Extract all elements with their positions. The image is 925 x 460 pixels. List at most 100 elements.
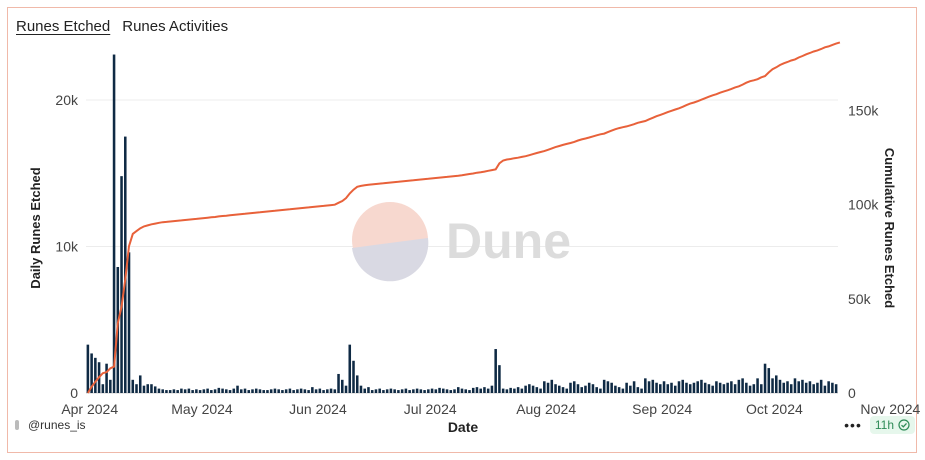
daily-bar (438, 387, 441, 393)
daily-bar (202, 389, 206, 393)
daily-bar (138, 375, 142, 393)
daily-bar (217, 387, 221, 393)
daily-bar (767, 368, 771, 393)
daily-bar (258, 389, 262, 393)
tab-runes-activities[interactable]: Runes Activities (122, 18, 229, 35)
daily-bar (318, 388, 322, 393)
daily-bar (591, 384, 595, 393)
creator-handle[interactable]: @runes_is (28, 418, 86, 432)
y-left-axis-title: Daily Runes Etched (28, 167, 43, 288)
daily-bar (498, 365, 501, 393)
daily-bar (741, 378, 744, 393)
daily-bar (326, 389, 329, 393)
daily-bar (546, 382, 550, 393)
daily-bar (606, 381, 610, 393)
daily-bar (662, 381, 666, 393)
daily-bar (367, 387, 370, 393)
daily-bar (393, 389, 396, 393)
daily-bar (94, 357, 97, 393)
daily-bar (812, 384, 815, 393)
daily-bar (430, 388, 434, 393)
daily-bar (685, 382, 688, 393)
x-tick-label: May 2024 (171, 401, 233, 417)
daily-bar (135, 384, 138, 393)
daily-bar (124, 136, 127, 393)
daily-bar (296, 389, 299, 393)
daily-bar (782, 382, 786, 393)
daily-bar (187, 388, 191, 393)
daily-bar (778, 379, 782, 393)
daily-bar (251, 389, 254, 393)
daily-bar (475, 387, 479, 393)
daily-bar (269, 389, 273, 393)
daily-bar (183, 389, 187, 393)
y-left-tick-label: 20k (55, 92, 79, 108)
daily-bar (834, 384, 838, 393)
daily-bar (434, 389, 438, 393)
daily-bar (198, 390, 202, 393)
daily-bar (774, 375, 778, 393)
daily-bar (445, 389, 449, 393)
daily-bar (277, 389, 280, 393)
daily-bar (677, 381, 681, 393)
daily-bar (206, 388, 209, 393)
daily-bar (550, 379, 554, 393)
daily-bar (793, 378, 797, 393)
more-options-icon[interactable]: ••• (844, 417, 862, 433)
daily-bar (288, 388, 292, 393)
daily-bar (86, 344, 90, 393)
daily-bar (400, 389, 404, 393)
daily-bar (311, 387, 314, 393)
daily-bar (142, 385, 146, 393)
daily-bar (655, 382, 658, 393)
daily-bar (344, 385, 348, 393)
daily-bar (172, 389, 176, 393)
daily-bar (292, 390, 295, 393)
daily-bar (254, 388, 258, 393)
daily-bar (673, 385, 677, 393)
y-right-tick-label: 50k (848, 291, 872, 307)
daily-bar (718, 382, 722, 393)
daily-bar (464, 389, 468, 393)
daily-bar (681, 379, 685, 393)
daily-bar (333, 389, 337, 393)
daily-bar (528, 384, 531, 393)
y-left-tick-label: 10k (55, 238, 79, 254)
daily-bar (827, 381, 830, 393)
daily-bar (404, 388, 408, 393)
daily-bar (786, 381, 789, 393)
daily-bar (692, 382, 696, 393)
daily-bar (819, 379, 823, 393)
daily-bar (513, 388, 516, 393)
x-tick-label: Oct 2024 (746, 401, 803, 417)
daily-bar (722, 384, 726, 393)
daily-bar (602, 379, 606, 393)
daily-bar (670, 382, 673, 393)
freshness-badge[interactable]: 11h (869, 416, 915, 434)
daily-bar (195, 389, 198, 393)
daily-bar (90, 353, 93, 393)
daily-bar (688, 384, 692, 393)
daily-bar (131, 379, 135, 393)
daily-bar (558, 385, 561, 393)
daily-bar (804, 382, 808, 393)
daily-bar (509, 387, 512, 393)
tab-runes-etched[interactable]: Runes Etched (16, 18, 111, 35)
daily-bar (666, 384, 670, 393)
daily-bar (378, 388, 381, 393)
x-tick-label: Jul 2024 (404, 401, 457, 417)
daily-bar (161, 389, 164, 393)
daily-bar (524, 385, 527, 393)
daily-bar (105, 363, 108, 393)
daily-bar (168, 390, 172, 393)
daily-bar (700, 379, 703, 393)
daily-bar (239, 389, 243, 393)
dune-watermark: Dune (446, 213, 571, 269)
daily-bar (561, 387, 565, 393)
y-left-tick-label: 0 (70, 385, 78, 401)
daily-bar (490, 385, 494, 393)
cumulative-line (87, 41, 841, 394)
x-tick-label: Aug 2024 (516, 401, 576, 417)
daily-bar (748, 385, 752, 393)
